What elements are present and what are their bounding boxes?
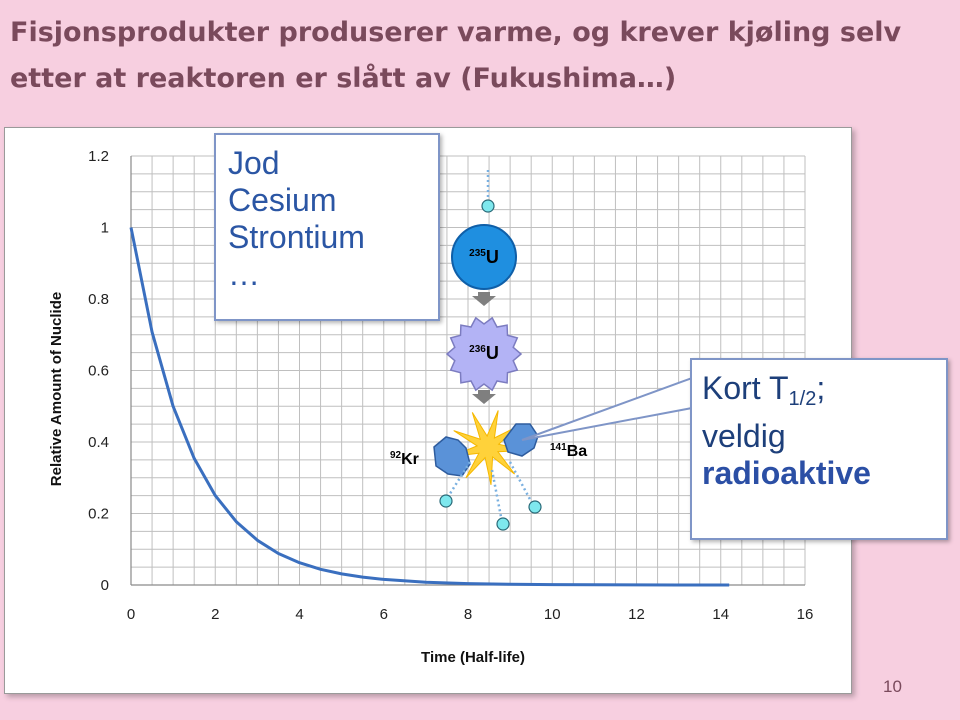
kr-fragment bbox=[433, 436, 471, 477]
x-axis-title: Time (Half-life) bbox=[421, 649, 525, 666]
y-tick-label: 0.4 bbox=[88, 434, 109, 451]
y-axis-title: Relative Amount of Nuclide bbox=[48, 292, 65, 486]
outgoing-neutron-path bbox=[508, 461, 535, 506]
nuclide-item: Jod bbox=[228, 145, 280, 181]
outgoing-neutron-path bbox=[490, 469, 504, 523]
callout-line-2: veldig bbox=[702, 418, 786, 454]
x-tick-label: 6 bbox=[380, 606, 388, 623]
nuclide-item: Strontium bbox=[228, 219, 365, 255]
kr-label: 92Kr bbox=[390, 450, 419, 468]
x-tick-label: 0 bbox=[127, 606, 135, 623]
fission-products-list: Jod Cesium Strontium … bbox=[214, 133, 440, 321]
ba-fragment bbox=[503, 423, 539, 457]
x-tick-label: 4 bbox=[295, 606, 303, 623]
x-tick-label: 16 bbox=[797, 606, 814, 623]
arrow-down-icon bbox=[472, 292, 496, 306]
callout-pointer bbox=[521, 376, 693, 441]
x-tick-label: 2 bbox=[211, 606, 219, 623]
y-tick-label: 0.8 bbox=[88, 291, 109, 308]
y-tick-label: 0.6 bbox=[88, 363, 109, 380]
callout-line-1: Kort T1/2; bbox=[702, 370, 826, 410]
fission-flash-icon bbox=[451, 410, 526, 486]
nuclide-item: Cesium bbox=[228, 182, 337, 218]
half-life-callout: Kort T1/2; veldig radioaktive bbox=[690, 358, 948, 540]
slide-title: Fisjonsprodukter produserer varme, og kr… bbox=[10, 17, 902, 94]
y-tick-label: 1 bbox=[101, 220, 109, 237]
y-tick-label: 1.2 bbox=[88, 148, 109, 165]
x-tick-label: 14 bbox=[712, 606, 729, 623]
y-tick-label: 0 bbox=[101, 577, 109, 594]
y-tick-label: 0.2 bbox=[88, 506, 109, 523]
arrow-down-icon bbox=[472, 390, 496, 404]
x-tick-label: 10 bbox=[544, 606, 561, 623]
u235-nucleus bbox=[451, 224, 517, 290]
u236-label: 236U bbox=[469, 343, 499, 363]
u236-nucleus bbox=[445, 316, 523, 392]
page-number: 10 bbox=[883, 677, 902, 696]
x-tick-label: 12 bbox=[628, 606, 645, 623]
outgoing-neutron bbox=[439, 494, 453, 508]
outgoing-neutron bbox=[528, 500, 542, 514]
incoming-neutron bbox=[481, 199, 495, 213]
nuclide-item: … bbox=[228, 256, 260, 292]
u235-label: 235U bbox=[469, 247, 499, 267]
ba-label: 141Ba bbox=[550, 442, 587, 460]
outgoing-neutron bbox=[496, 517, 510, 531]
x-tick-label: 8 bbox=[464, 606, 472, 623]
callout-line-3: radioaktive bbox=[702, 455, 871, 491]
